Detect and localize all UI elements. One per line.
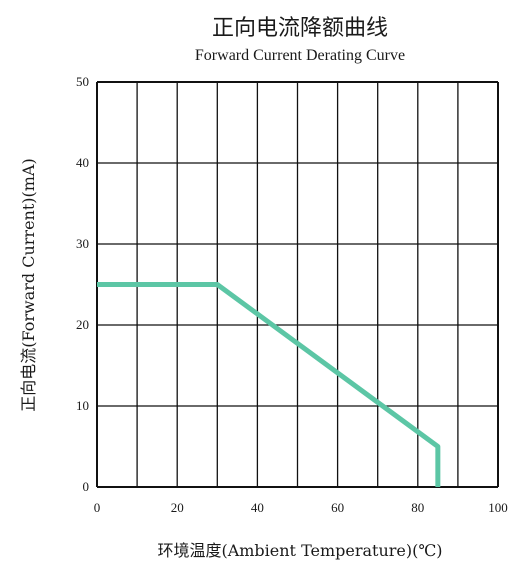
y-axis-label: 正向电流(Forward Current)(mA) <box>19 158 38 411</box>
plot-grid <box>96 81 499 488</box>
x-tick-label: 60 <box>331 500 344 515</box>
x-axis-ticks: 0 20 40 60 80 100 <box>94 500 508 515</box>
derating-curve-line <box>97 282 441 487</box>
y-tick-label: 30 <box>76 236 89 251</box>
x-tick-label: 100 <box>488 500 508 515</box>
y-axis-ticks: 0 10 20 30 40 50 <box>76 74 89 494</box>
x-tick-label: 0 <box>94 500 101 515</box>
y-tick-label: 50 <box>76 74 89 89</box>
y-tick-label: 20 <box>76 317 89 332</box>
x-tick-label: 20 <box>171 500 184 515</box>
y-tick-label: 40 <box>76 155 89 170</box>
y-tick-label: 0 <box>83 479 90 494</box>
chart-title: 正向电流降额曲线 <box>212 16 388 41</box>
x-tick-label: 40 <box>251 500 264 515</box>
x-axis-label: 环境温度(Ambient Temperature)(℃) <box>157 541 442 560</box>
y-tick-label: 10 <box>76 398 89 413</box>
x-tick-label: 80 <box>411 500 424 515</box>
series-layer <box>97 282 441 487</box>
chart-subtitle: Forward Current Derating Curve <box>195 47 405 64</box>
